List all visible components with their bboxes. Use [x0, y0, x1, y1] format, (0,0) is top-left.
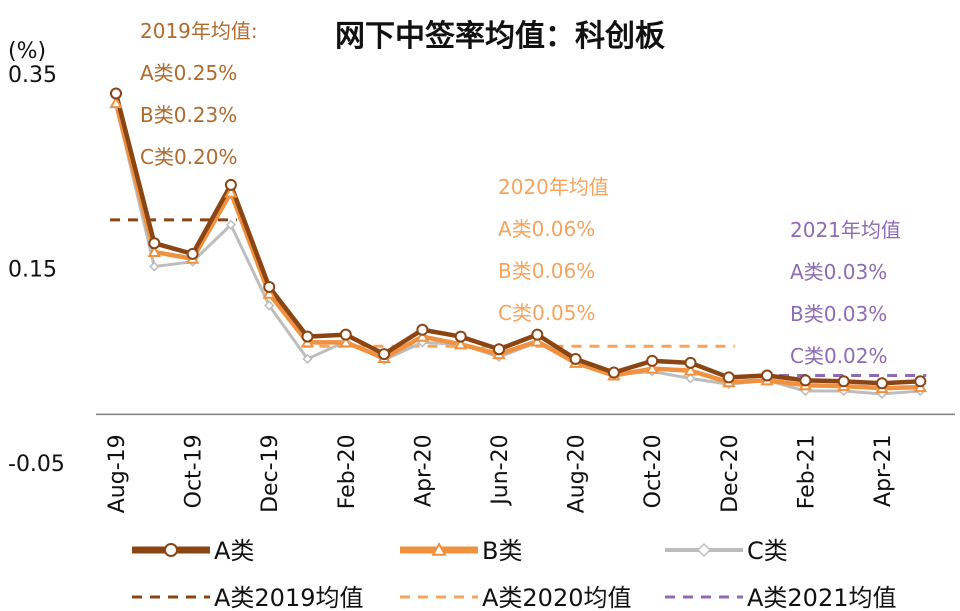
- data-point: [456, 332, 466, 342]
- data-point: [226, 180, 236, 190]
- x-tick-label: Dec-19: [258, 434, 283, 513]
- annotation-text: 2019年均值:: [140, 19, 258, 43]
- legend-label: A类2019均值: [214, 584, 364, 611]
- y-tick-label: -0.05: [8, 452, 65, 477]
- annotation-text: C类0.20%: [140, 145, 238, 169]
- data-point: [609, 368, 619, 378]
- x-tick-label: Aug-20: [565, 434, 590, 513]
- annotation-text: A类0.06%: [498, 217, 595, 241]
- data-point: [264, 282, 274, 292]
- y-unit-label: (%): [8, 39, 46, 64]
- data-point: [417, 325, 427, 335]
- data-point: [494, 344, 504, 354]
- x-tick-label: Apr-20: [411, 434, 436, 507]
- data-point: [686, 358, 696, 368]
- annotation-text: B类0.23%: [140, 103, 237, 127]
- data-point: [800, 375, 810, 385]
- data-point: [915, 376, 925, 386]
- data-point: [150, 263, 158, 271]
- y-tick-label: 0.15: [8, 258, 57, 283]
- legend-label: C类: [747, 537, 788, 565]
- data-point: [724, 372, 734, 382]
- data-point: [303, 332, 313, 342]
- y-tick-label: 0.35: [8, 63, 57, 88]
- data-point: [149, 238, 159, 248]
- x-tick-label: Dec-20: [718, 434, 743, 513]
- data-point: [188, 249, 198, 259]
- annotations: 2019年均值: A类0.25% B类0.23% C类0.20% 2020年均值 A类0.…: [140, 19, 901, 368]
- x-tick-label: Apr-21: [871, 434, 896, 507]
- data-point: [762, 370, 772, 380]
- annotation-text: C类0.02%: [790, 344, 888, 368]
- legend-label: A类2021均值: [747, 584, 897, 611]
- y-axis-ticks: 0.35 0.15 -0.05: [8, 63, 65, 477]
- annotation-text: 2020年均值: [498, 175, 609, 199]
- data-point: [698, 544, 710, 556]
- annotation-text: B类0.03%: [790, 302, 887, 326]
- legend-label: B类: [482, 537, 522, 565]
- legend-label: A类2020均值: [482, 584, 632, 611]
- x-tick-label: Oct-19: [182, 434, 207, 508]
- data-point: [165, 544, 177, 556]
- x-tick-label: Oct-20: [641, 434, 666, 508]
- annotation-text: C类0.05%: [498, 301, 596, 325]
- data-point: [647, 356, 657, 366]
- x-axis-ticks: Aug-19 Oct-19 Dec-19 Feb-20 Apr-20 Jun-20 Aug-…: [105, 434, 896, 513]
- data-point: [111, 88, 121, 98]
- chart-title: 网下中签率均值：科创板: [335, 19, 665, 54]
- data-point: [341, 330, 351, 340]
- x-tick-label: Feb-20: [335, 434, 360, 509]
- annotation-text: A类0.25%: [140, 61, 237, 85]
- annotation-text: B类0.06%: [498, 259, 595, 283]
- data-point: [877, 378, 887, 388]
- data-point: [571, 354, 581, 364]
- x-tick-label: Jun-20: [488, 434, 513, 506]
- annotation-text: A类0.03%: [790, 260, 887, 284]
- x-tick-label: Aug-19: [105, 434, 130, 513]
- x-tick-label: Feb-21: [794, 434, 819, 509]
- data-point: [532, 330, 542, 340]
- annotation-text: 2021年均值: [790, 218, 901, 242]
- legend-label: A类: [214, 537, 254, 565]
- data-point: [379, 349, 389, 359]
- legend: A类 B类 C类 A类2019均值 A类2020均值 A类2021均值: [132, 537, 897, 611]
- data-point: [839, 376, 849, 386]
